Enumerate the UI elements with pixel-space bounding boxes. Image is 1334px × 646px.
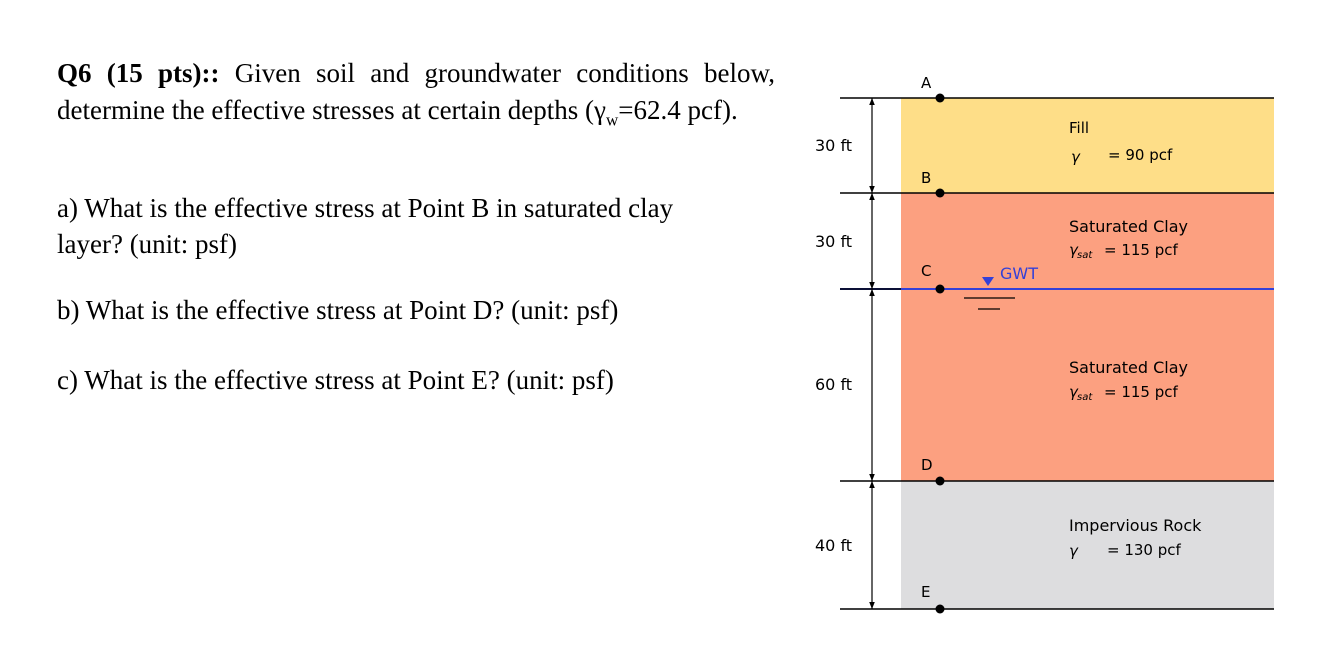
fill-layer-gamma-symbol: γ <box>1071 148 1081 166</box>
unit-weight-water-symbol: γ <box>594 95 606 125</box>
rock-gamma-symbol: γ <box>1069 542 1079 560</box>
point-c-marker <box>935 284 945 294</box>
point-d-label: D <box>921 456 933 474</box>
rock-layer-name: Impervious Rock <box>1069 516 1202 535</box>
clay-lower-unit-weight: = 115 pcf <box>1104 383 1179 401</box>
dimension-label-2: 30 ft <box>815 232 852 251</box>
question-heading: Q6 (15 pts):: <box>57 58 220 88</box>
question-intro: Q6 (15 pts):: Given soil and groundwater… <box>57 55 775 129</box>
fill-layer-name: Fill <box>1069 119 1089 137</box>
question-block: Q6 (15 pts):: Given soil and groundwater… <box>57 55 775 395</box>
point-b-marker <box>935 188 945 198</box>
point-e-label: E <box>921 583 930 601</box>
unit-weight-water-value: =62.4 pcf). <box>618 95 738 125</box>
dimension-label-3: 60 ft <box>815 375 852 394</box>
unit-weight-water-subscript: w <box>605 110 619 130</box>
question-intro-text: Given soil and groundwater conditions be… <box>57 58 776 125</box>
dimension-label-1: 30 ft <box>815 136 852 155</box>
point-b-label: B <box>921 169 931 187</box>
dimension-label-4: 40 ft <box>815 536 852 555</box>
point-a-marker <box>935 93 945 103</box>
groundwater-table-symbol <box>964 277 1015 310</box>
point-c-label: C <box>921 262 931 280</box>
groundwater-table-triangle-icon <box>982 277 994 286</box>
question-part-c: c) What is the effective stress at Point… <box>57 365 614 395</box>
rock-unit-weight: = 130 pcf <box>1107 541 1182 559</box>
point-d-marker <box>935 476 945 486</box>
clay-upper-gamma-symbol: γ <box>1069 241 1079 259</box>
clay-lower-gamma-symbol: γ <box>1069 383 1079 401</box>
impervious-rock-layer <box>901 481 1274 609</box>
point-e-marker <box>935 604 945 614</box>
clay-lower-layer-name: Saturated Clay <box>1069 358 1188 377</box>
clay-upper-gamma-subscript: sat <box>1077 250 1093 261</box>
point-a-label: A <box>921 74 932 92</box>
saturated-clay-layer-lower <box>901 289 1274 481</box>
fill-layer <box>901 98 1274 193</box>
clay-lower-gamma-subscript: sat <box>1077 392 1093 403</box>
question-part-a: a) What is the effective stress at Point… <box>57 193 674 259</box>
question-part-b: b) What is the effective stress at Point… <box>57 295 619 325</box>
clay-upper-unit-weight: = 115 pcf <box>1104 241 1179 259</box>
saturated-clay-layer-upper <box>901 193 1274 289</box>
clay-upper-layer-name: Saturated Clay <box>1069 217 1188 236</box>
groundwater-table-label: GWT <box>1000 264 1038 283</box>
fill-layer-unit-weight: = 90 pcf <box>1108 146 1173 164</box>
